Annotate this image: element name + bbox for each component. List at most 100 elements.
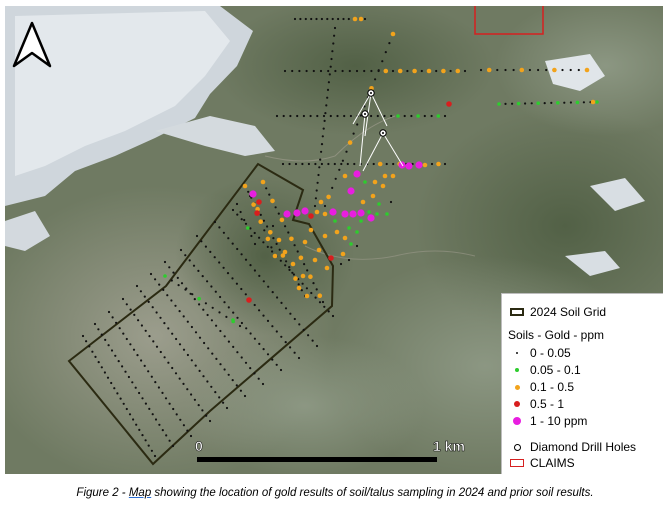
sample-point bbox=[524, 102, 527, 105]
sample-point bbox=[305, 287, 308, 290]
sample-point bbox=[323, 119, 326, 122]
sample-point bbox=[308, 227, 314, 233]
sample-point bbox=[168, 402, 171, 405]
sample-point bbox=[326, 96, 329, 99]
sample-points bbox=[81, 16, 599, 458]
sample-point bbox=[321, 135, 324, 138]
sample-point bbox=[276, 296, 279, 299]
sample-point bbox=[148, 407, 151, 410]
sample-point bbox=[159, 350, 162, 354]
sample-point bbox=[436, 114, 441, 118]
sample-point bbox=[280, 253, 286, 258]
sample-point bbox=[405, 162, 413, 170]
sample-point bbox=[347, 258, 351, 262]
legend-item: 0 - 0.05 bbox=[510, 346, 571, 360]
sample-point bbox=[267, 285, 270, 288]
sample-point bbox=[171, 332, 174, 335]
sample-point bbox=[367, 214, 375, 222]
sample-point bbox=[293, 276, 298, 281]
sample-point bbox=[310, 291, 313, 295]
sample-point bbox=[249, 264, 252, 267]
sample-point bbox=[193, 298, 196, 301]
sample-point bbox=[254, 210, 260, 216]
sample-point bbox=[240, 321, 243, 325]
sample-point bbox=[222, 266, 225, 269]
sample-point bbox=[312, 282, 315, 285]
map-canvas: 0 1 km bbox=[5, 6, 663, 474]
sample-point bbox=[426, 68, 432, 74]
legend-soils-title: Soils - Gold - ppm bbox=[508, 328, 605, 342]
sample-point bbox=[186, 388, 189, 391]
legend-item-label: 0.5 - 1 bbox=[530, 397, 565, 411]
sample-point bbox=[179, 418, 182, 421]
sample-point bbox=[301, 207, 309, 215]
sample-point bbox=[289, 346, 292, 349]
caption-link[interactable]: Map bbox=[128, 487, 152, 499]
sample-point bbox=[415, 161, 423, 169]
sample-point bbox=[550, 101, 553, 104]
sample-point bbox=[178, 310, 181, 313]
sample-point bbox=[258, 219, 263, 224]
legend-item-label: 1 - 10 ppm bbox=[530, 414, 588, 428]
sample-point bbox=[226, 272, 230, 275]
sample-point bbox=[348, 69, 351, 73]
sample-point bbox=[265, 187, 268, 190]
sample-point bbox=[317, 293, 323, 299]
sample-point bbox=[246, 226, 250, 230]
sample-point bbox=[403, 114, 406, 118]
sample-point bbox=[323, 204, 327, 208]
sample-point bbox=[198, 369, 201, 372]
sample-point bbox=[178, 343, 182, 346]
legend-item-label: 0 - 0.05 bbox=[530, 346, 571, 360]
caption-rest: showing the location of gold results of … bbox=[151, 487, 594, 499]
sample-point bbox=[536, 101, 540, 105]
legend-item: 1 - 10 ppm bbox=[510, 414, 587, 428]
sample-point bbox=[253, 303, 256, 307]
sample-point bbox=[443, 114, 447, 118]
figure-caption: Figure 2 - Map showing the location of g… bbox=[0, 487, 670, 499]
sample-point bbox=[486, 67, 492, 73]
sample-point bbox=[496, 68, 499, 72]
sample-point bbox=[326, 88, 330, 91]
sample-point bbox=[296, 285, 302, 291]
sample-point bbox=[353, 170, 361, 178]
sample-point bbox=[323, 305, 326, 308]
sample-point bbox=[392, 162, 395, 166]
sample-point bbox=[202, 375, 205, 378]
sample-point bbox=[129, 308, 132, 311]
sample-point bbox=[262, 219, 265, 222]
sample-point bbox=[320, 162, 323, 166]
sample-point bbox=[114, 354, 117, 357]
sample-point bbox=[117, 360, 120, 363]
sample-point bbox=[215, 357, 218, 360]
sample-point bbox=[172, 271, 175, 274]
sample-point bbox=[258, 274, 261, 277]
sample-point bbox=[584, 67, 590, 73]
sample-point bbox=[333, 219, 337, 223]
sample-point bbox=[271, 291, 274, 294]
sample-point bbox=[329, 114, 332, 118]
sample-point bbox=[322, 211, 328, 217]
sample-point bbox=[332, 42, 335, 45]
sample-point bbox=[287, 231, 290, 234]
sample-point bbox=[197, 296, 201, 301]
sample-point bbox=[479, 68, 483, 72]
sample-point bbox=[284, 264, 287, 267]
sample-point bbox=[569, 101, 573, 104]
sample-point bbox=[244, 293, 247, 296]
sample-point bbox=[158, 423, 161, 426]
dot-icon bbox=[514, 384, 520, 390]
sample-point bbox=[249, 190, 257, 198]
sample-point bbox=[271, 325, 274, 328]
sample-point bbox=[206, 380, 209, 383]
sample-point bbox=[270, 198, 275, 204]
sample-point bbox=[374, 78, 377, 81]
sample-point bbox=[165, 434, 168, 437]
legend-item-label: 0.1 - 0.5 bbox=[530, 380, 575, 394]
sample-point bbox=[326, 194, 331, 200]
sample-point bbox=[337, 17, 340, 21]
sample-point bbox=[154, 278, 157, 281]
sample-point bbox=[347, 226, 351, 230]
sample-point bbox=[175, 413, 178, 416]
sample-point bbox=[285, 260, 288, 263]
